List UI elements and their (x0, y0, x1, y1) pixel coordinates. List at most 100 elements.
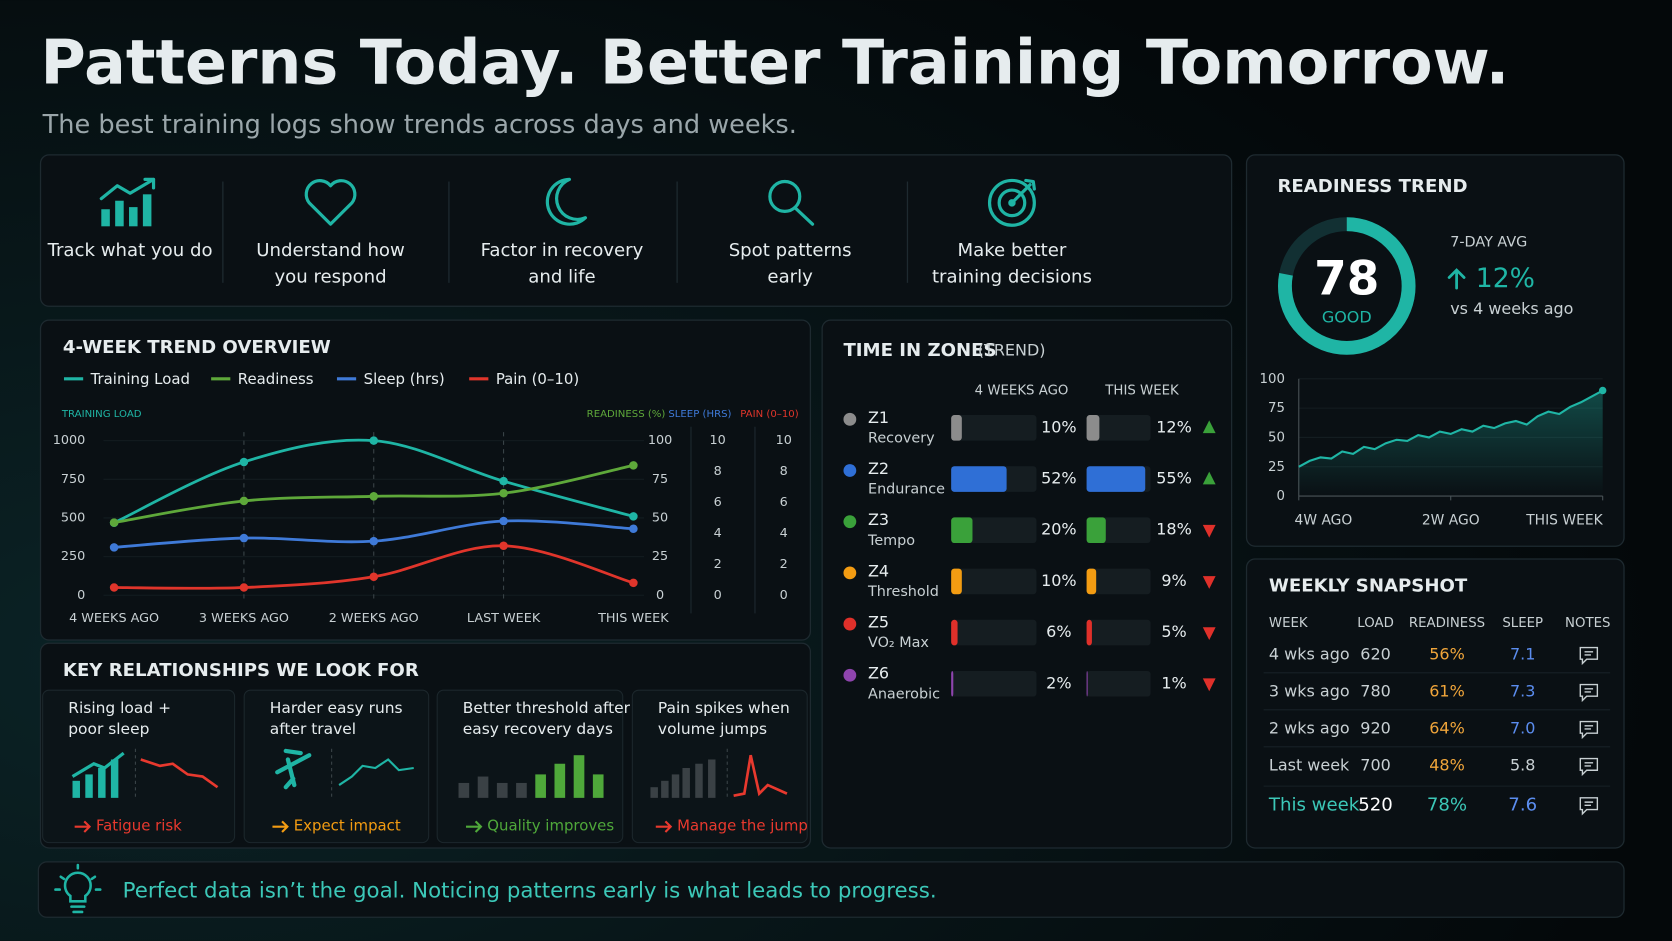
x-tick-label: 4 WEEKS AGO (69, 611, 159, 626)
y-tick-label: 500 (61, 510, 85, 525)
features-panel (39, 154, 1233, 307)
zone-bar (1086, 670, 1088, 697)
relationship-label: Rising load + (68, 699, 171, 717)
zone-bar (1086, 517, 1106, 544)
feature-label: early (767, 266, 813, 287)
axis-title: SLEEP (HRS) (668, 409, 731, 420)
series-point (239, 583, 249, 592)
zone-track (951, 619, 1037, 646)
zone-code: Z5 (868, 612, 889, 631)
series-point (109, 583, 119, 592)
series-point (239, 533, 249, 543)
change-value: 12% (1476, 263, 1535, 294)
y-tick-label: 10 (710, 433, 726, 448)
series-point (629, 512, 638, 521)
relationship-label: Better threshold after (463, 699, 631, 717)
trend-arrow (1202, 678, 1216, 692)
legend-label: Readiness (238, 370, 314, 388)
zone-value: 10% (1041, 417, 1077, 436)
table-cell: 520 (1358, 794, 1393, 815)
zone-value: 1% (1161, 673, 1186, 692)
zone-dot (843, 412, 857, 426)
zone-bar (1086, 415, 1100, 441)
relationship-label: Pain spikes when (658, 699, 790, 717)
notes-icon (1579, 683, 1599, 703)
zone-track (1086, 670, 1151, 697)
trend-arrow (1202, 420, 1216, 434)
notes-icon (1579, 646, 1599, 666)
zone-dot (843, 515, 857, 529)
panel-title: READINESS TREND (1277, 176, 1467, 197)
feature-label: Track what you do (47, 240, 213, 261)
gauge-arc (1277, 217, 1416, 355)
table-cell: This week (1268, 794, 1360, 815)
trend-arrow (1202, 576, 1216, 589)
zone-code: Z2 (868, 459, 889, 478)
column-header: READINESS (1409, 616, 1485, 631)
y-tick-label: 10 (776, 433, 792, 448)
table-cell: 780 (1360, 681, 1391, 700)
zone-bar (1086, 466, 1146, 492)
icon-search (768, 179, 815, 226)
zone-bar (951, 517, 973, 544)
y-tick-label: 100 (648, 433, 672, 448)
zone-code: Z4 (868, 561, 889, 580)
panel-title: WEEKLY SNAPSHOT (1269, 576, 1468, 597)
zone-track (1086, 619, 1151, 646)
series-point (369, 436, 379, 445)
table-cell: 3 wks ago (1269, 681, 1350, 700)
table-cell: 5.8 (1510, 755, 1535, 774)
result-arrow (465, 820, 483, 833)
zone-dot (843, 566, 857, 580)
column-header: 4 WEEKS AGO (975, 384, 1069, 399)
table-cell: 61% (1429, 681, 1465, 700)
series-point (629, 461, 638, 470)
zone-track (1086, 415, 1151, 441)
x-tick-label: 4W AGO (1295, 513, 1353, 529)
y-tick-label: 8 (780, 464, 788, 479)
snapshot-panel (1245, 558, 1625, 849)
zone-name: Recovery (868, 431, 935, 447)
x-tick-label: 2W AGO (1422, 513, 1480, 529)
zone-value: 18% (1156, 520, 1192, 539)
relationship-result: Manage the jump (677, 817, 808, 835)
zone-track (951, 670, 1037, 697)
zone-name: Anaerobic (868, 686, 940, 702)
axis-title: READINESS (%) (587, 409, 666, 420)
series-point (499, 541, 508, 551)
panel-title: TIME IN ZONES (843, 340, 996, 361)
y-tick-label: 4 (714, 526, 722, 541)
y-tick-label: 25 (1268, 460, 1285, 475)
feature-label: and life (528, 266, 595, 287)
column-header: THIS WEEK (1104, 384, 1180, 399)
feature-dividers (222, 181, 909, 283)
result-arrow (272, 820, 289, 833)
table-cell: 620 (1360, 644, 1391, 663)
table-cell: 7.0 (1510, 718, 1535, 737)
y-tick-label: 0 (656, 588, 664, 603)
y-tick-label: 50 (652, 510, 668, 525)
y-tick-label: 75 (1268, 401, 1285, 416)
axis-title: PAIN (0–10) (740, 409, 799, 420)
relationship-label: volume jumps (658, 720, 767, 738)
column-header: LOAD (1357, 616, 1394, 631)
trend-panel (39, 319, 812, 641)
zone-value: 20% (1041, 520, 1077, 539)
feature-label: Spot patterns (729, 240, 852, 261)
table-cell: 78% (1427, 794, 1467, 815)
series-point (369, 492, 379, 501)
zone-code: Z1 (868, 408, 889, 427)
y-tick-label: 750 (61, 472, 85, 487)
relationship-label: after travel (270, 720, 356, 738)
y-tick-label: 0 (77, 588, 85, 603)
relationship-result: Expect impact (294, 817, 401, 835)
y-tick-label: 6 (780, 495, 788, 510)
feature-label: training decisions (932, 266, 1092, 287)
column-header: SLEEP (1502, 616, 1543, 631)
relationship-card (42, 689, 236, 844)
zone-value: 2% (1046, 673, 1071, 692)
notes-icon (1579, 797, 1599, 816)
icon-moon (545, 177, 588, 226)
legend-label: Training Load (90, 370, 190, 388)
